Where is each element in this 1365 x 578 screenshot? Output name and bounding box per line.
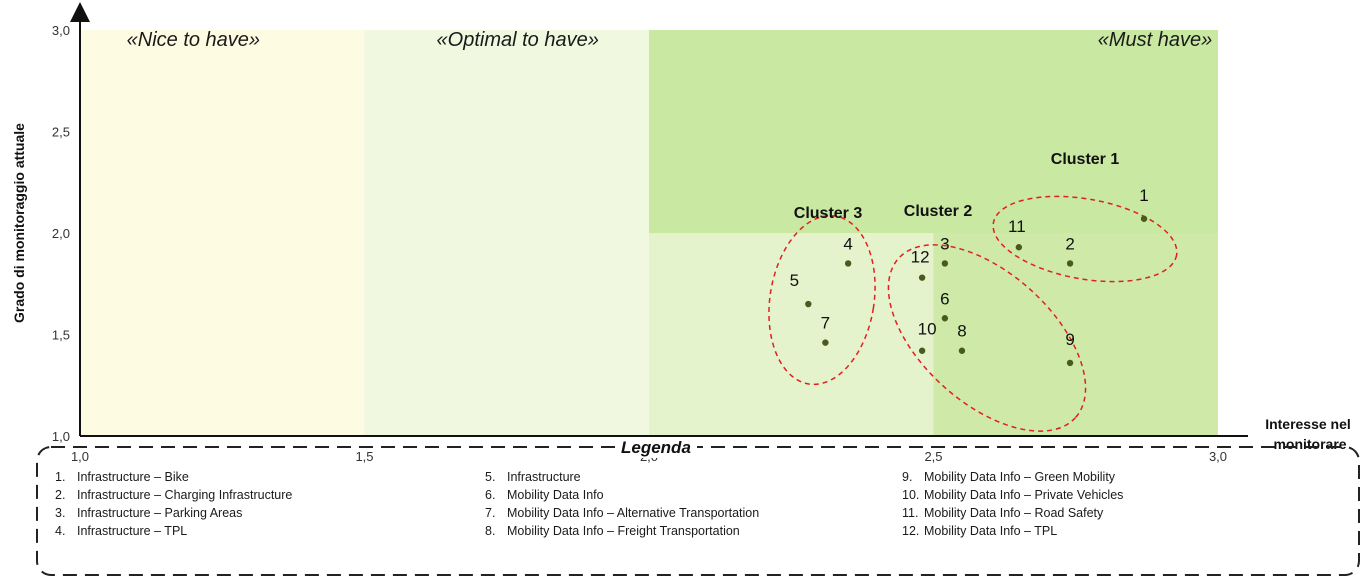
- legend-item: 5. Infrastructure: [485, 468, 759, 486]
- y-tick-label: 1,5: [52, 328, 70, 343]
- legend-item: 8. Mobility Data Info – Freight Transport…: [485, 522, 759, 540]
- legend-item-text: Infrastructure – TPL: [77, 524, 188, 538]
- x-tick-label: 3,0: [1209, 449, 1227, 464]
- legend-item-text: Infrastructure – Charging Infrastructure: [77, 488, 293, 502]
- legend-item-number: 8.: [485, 524, 496, 538]
- legend-column-1: 1. Infrastructure – Bike 2. Infrastructure …: [55, 468, 292, 540]
- legend-item: 4. Infrastructure – TPL: [55, 522, 292, 540]
- zone-label: «Nice to have»: [127, 29, 260, 51]
- legend-title: Legenda: [615, 438, 697, 458]
- legend-item-number: 7.: [485, 506, 496, 520]
- x-axis-title-line: Interesse nel: [1265, 416, 1351, 432]
- legend-item: 6. Mobility Data Info: [485, 486, 759, 504]
- zone-must-have-bottom: [933, 233, 1218, 436]
- cluster-label: Cluster 1: [1051, 151, 1120, 168]
- zone-optimal-to-have: [364, 30, 649, 436]
- data-point: [805, 300, 812, 308]
- zone-label: «Optimal to have»: [437, 29, 599, 51]
- data-point: [918, 347, 926, 354]
- point-label: 5: [790, 271, 799, 290]
- data-point: [1140, 215, 1148, 222]
- legend-item: 1. Infrastructure – Bike: [55, 468, 292, 486]
- x-tick-label: 1,5: [355, 449, 373, 464]
- point-label: 12: [911, 248, 930, 267]
- legend-column-3: 9. Mobility Data Info – Green Mobility 10.…: [902, 468, 1123, 540]
- legend-item-text: Mobility Data Info – TPL: [924, 524, 1058, 538]
- legend-item-number: 3.: [55, 506, 66, 520]
- data-point: [941, 260, 949, 267]
- legend-item-text: Infrastructure: [507, 470, 581, 484]
- legend-item: 11. Mobility Data Info – Road Safety: [902, 504, 1123, 522]
- data-point: [844, 260, 852, 267]
- legend-item-text: Mobility Data Info – Private Vehicles: [924, 488, 1124, 502]
- legend-item-text: Infrastructure – Bike: [77, 470, 189, 484]
- data-point: [1066, 260, 1074, 267]
- y-tick-label: 3,0: [52, 23, 70, 38]
- legend-item-number: 5.: [485, 470, 496, 484]
- point-label: 8: [957, 322, 966, 341]
- legend-item: 9. Mobility Data Info – Green Mobility: [902, 468, 1123, 486]
- legend-item: 3. Infrastructure – Parking Areas: [55, 504, 292, 522]
- legend-item-number: 1.: [55, 470, 66, 484]
- legend-box: [36, 446, 1360, 576]
- point-label: 3: [940, 234, 949, 253]
- x-axis-title-line: monitorare: [1273, 436, 1346, 452]
- point-label: 7: [821, 314, 830, 333]
- legend-item: 10. Mobility Data Info – Private Vehicles: [902, 486, 1123, 504]
- legend-item-number: 4.: [55, 524, 66, 538]
- point-label: 11: [1008, 217, 1026, 236]
- legend-item-text: Infrastructure – Parking Areas: [77, 506, 243, 520]
- legend-item-number: 11.: [902, 506, 919, 520]
- legend-item-number: 6.: [485, 488, 496, 502]
- legend-item-text: Mobility Data Info – Alternative Transpo…: [507, 506, 760, 520]
- legend-list: 1. Infrastructure – Bike 2. Infrastructure …: [55, 468, 1345, 572]
- point-label: 9: [1065, 330, 1074, 349]
- legend-item: 7. Mobility Data Info – Alternative Trans…: [485, 504, 759, 522]
- x-tick-label: 2,5: [924, 449, 942, 464]
- legend-item-text: Mobility Data Info – Road Safety: [924, 506, 1104, 520]
- point-label: 2: [1065, 234, 1074, 253]
- legend-item: 12. Mobility Data Info – TPL: [902, 522, 1123, 540]
- data-point: [1066, 359, 1074, 367]
- legend-item-number: 12.: [902, 524, 920, 538]
- data-point: [958, 347, 966, 354]
- cluster-ellipse: [887, 244, 1087, 432]
- y-tick-label: 2,5: [52, 125, 70, 140]
- cluster-label: Cluster 2: [904, 203, 973, 220]
- legend-item-number: 2.: [55, 488, 66, 502]
- data-point: [1015, 244, 1023, 251]
- x-tick-label: 1,0: [71, 449, 89, 464]
- legend-item-number: 10.: [902, 488, 920, 502]
- legend-item-text: Mobility Data Info – Green Mobility: [924, 470, 1116, 484]
- y-tick-label: 1,0: [52, 429, 70, 444]
- data-point: [918, 274, 926, 281]
- zone-must-have-top: [649, 30, 1218, 233]
- legend-item: 2. Infrastructure – Charging Infrastructu…: [55, 486, 292, 504]
- data-point: [941, 315, 949, 322]
- point-label: 1: [1139, 186, 1148, 205]
- point-label: 6: [940, 289, 949, 308]
- legend-item-number: 9.: [902, 470, 913, 484]
- y-tick-label: 2,0: [52, 226, 70, 241]
- legend-item-text: Mobility Data Info – Freight Transportat…: [507, 524, 740, 538]
- zone-label: «Must have»: [1098, 29, 1213, 51]
- point-label: 4: [843, 234, 852, 253]
- y-axis-title: Grado di monitoraggio attuale: [11, 123, 27, 323]
- legend-column-2: 5. Infrastructure 6. Mobility Data Info 7. Mo…: [485, 468, 759, 540]
- cluster-ellipse: [992, 195, 1178, 283]
- legend-item-text: Mobility Data Info: [507, 488, 604, 502]
- data-point: [822, 339, 829, 346]
- cluster-label: Cluster 3: [794, 205, 863, 222]
- point-label: 10: [918, 320, 937, 339]
- zone-nice-to-have: [80, 30, 365, 436]
- cluster-ellipse: [768, 214, 876, 386]
